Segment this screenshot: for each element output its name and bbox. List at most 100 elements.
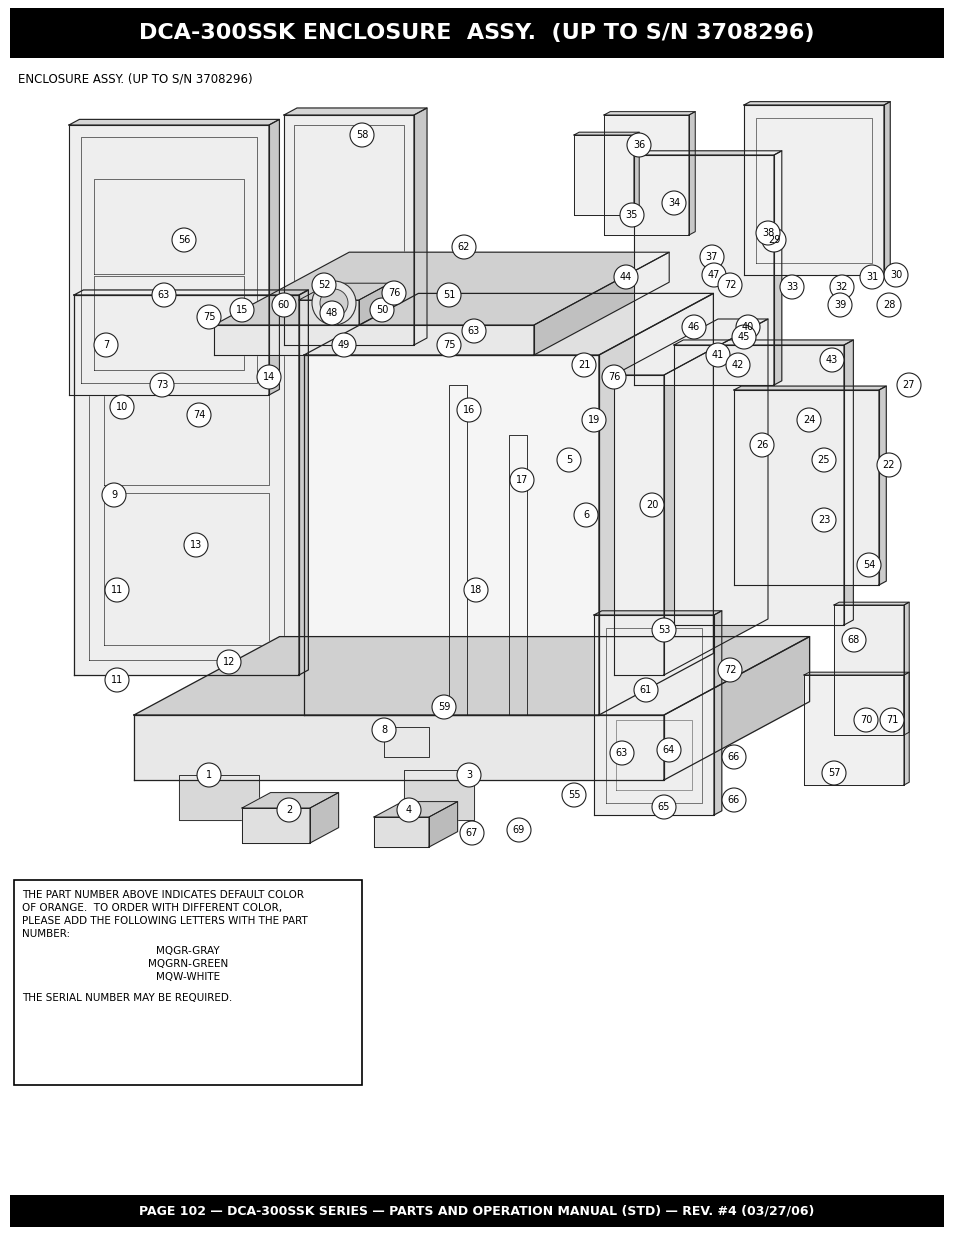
Text: 65: 65 bbox=[658, 802, 670, 811]
Circle shape bbox=[216, 650, 241, 674]
Circle shape bbox=[557, 448, 580, 472]
Bar bbox=[14, 881, 361, 1086]
Circle shape bbox=[761, 228, 785, 252]
Circle shape bbox=[876, 293, 900, 317]
Circle shape bbox=[319, 301, 344, 325]
Text: 47: 47 bbox=[707, 270, 720, 280]
Text: 75: 75 bbox=[203, 312, 215, 322]
Circle shape bbox=[456, 398, 480, 422]
Polygon shape bbox=[903, 672, 908, 785]
Polygon shape bbox=[614, 375, 663, 676]
Polygon shape bbox=[903, 603, 908, 735]
Circle shape bbox=[436, 283, 460, 308]
Circle shape bbox=[609, 741, 634, 764]
Text: 59: 59 bbox=[437, 701, 450, 713]
Circle shape bbox=[821, 761, 845, 785]
Polygon shape bbox=[803, 676, 903, 785]
Circle shape bbox=[626, 133, 650, 157]
Text: 31: 31 bbox=[865, 272, 877, 282]
Text: 61: 61 bbox=[639, 685, 652, 695]
Text: THE SERIAL NUMBER MAY BE REQUIRED.: THE SERIAL NUMBER MAY BE REQUIRED. bbox=[22, 993, 232, 1003]
Polygon shape bbox=[614, 319, 767, 375]
Circle shape bbox=[230, 298, 253, 322]
Text: THE PART NUMBER ABOVE INDICATES DEFAULT COLOR: THE PART NUMBER ABOVE INDICATES DEFAULT … bbox=[22, 890, 304, 900]
Text: 63: 63 bbox=[616, 748, 627, 758]
Circle shape bbox=[461, 319, 485, 343]
Circle shape bbox=[796, 408, 821, 432]
Circle shape bbox=[701, 263, 725, 287]
Text: 34: 34 bbox=[667, 198, 679, 207]
Polygon shape bbox=[534, 252, 668, 354]
Circle shape bbox=[432, 695, 456, 719]
Circle shape bbox=[459, 821, 483, 845]
Polygon shape bbox=[298, 300, 358, 325]
Polygon shape bbox=[598, 294, 713, 715]
Polygon shape bbox=[213, 325, 534, 354]
Text: 15: 15 bbox=[235, 305, 248, 315]
Polygon shape bbox=[304, 354, 598, 715]
Text: 58: 58 bbox=[355, 130, 368, 140]
Circle shape bbox=[896, 373, 920, 396]
Text: 72: 72 bbox=[723, 280, 736, 290]
Polygon shape bbox=[673, 345, 843, 625]
Text: 76: 76 bbox=[607, 372, 619, 382]
Circle shape bbox=[463, 578, 488, 601]
Polygon shape bbox=[594, 615, 713, 815]
Text: 64: 64 bbox=[662, 745, 675, 755]
Polygon shape bbox=[298, 290, 308, 676]
Polygon shape bbox=[605, 629, 701, 803]
Text: 56: 56 bbox=[177, 235, 190, 245]
Text: 74: 74 bbox=[193, 410, 205, 420]
Circle shape bbox=[436, 333, 460, 357]
Text: 67: 67 bbox=[465, 827, 477, 839]
Circle shape bbox=[370, 298, 394, 322]
Polygon shape bbox=[634, 132, 639, 215]
Circle shape bbox=[721, 788, 745, 811]
Text: 37: 37 bbox=[705, 252, 718, 262]
Polygon shape bbox=[133, 715, 663, 781]
Text: 11: 11 bbox=[111, 676, 123, 685]
Text: 9: 9 bbox=[111, 490, 117, 500]
Text: 63: 63 bbox=[157, 290, 170, 300]
Text: 41: 41 bbox=[711, 350, 723, 359]
Circle shape bbox=[735, 315, 760, 338]
Polygon shape bbox=[74, 290, 308, 295]
Text: 25: 25 bbox=[817, 454, 829, 466]
Text: 16: 16 bbox=[462, 405, 475, 415]
Polygon shape bbox=[883, 101, 889, 275]
Polygon shape bbox=[713, 611, 721, 815]
Text: 40: 40 bbox=[741, 322, 753, 332]
Text: 66: 66 bbox=[727, 795, 740, 805]
Polygon shape bbox=[833, 605, 903, 735]
Polygon shape bbox=[634, 151, 781, 156]
Circle shape bbox=[700, 245, 723, 269]
Polygon shape bbox=[284, 107, 427, 115]
Circle shape bbox=[572, 353, 596, 377]
Circle shape bbox=[276, 798, 301, 823]
Text: 26: 26 bbox=[755, 440, 767, 450]
Text: 54: 54 bbox=[862, 559, 874, 571]
Text: 60: 60 bbox=[277, 300, 290, 310]
Polygon shape bbox=[594, 611, 721, 615]
Text: 28: 28 bbox=[882, 300, 894, 310]
Polygon shape bbox=[74, 295, 298, 676]
Text: 48: 48 bbox=[326, 308, 337, 317]
Text: 20: 20 bbox=[645, 500, 658, 510]
Polygon shape bbox=[733, 390, 878, 585]
Text: 69: 69 bbox=[513, 825, 524, 835]
Polygon shape bbox=[104, 493, 269, 645]
Polygon shape bbox=[133, 636, 809, 715]
Text: 7: 7 bbox=[103, 340, 109, 350]
Polygon shape bbox=[403, 769, 474, 820]
Text: 55: 55 bbox=[567, 790, 579, 800]
Text: 5: 5 bbox=[565, 454, 572, 466]
Polygon shape bbox=[743, 101, 889, 105]
Text: 39: 39 bbox=[833, 300, 845, 310]
Circle shape bbox=[780, 275, 803, 299]
Polygon shape bbox=[574, 135, 634, 215]
Circle shape bbox=[94, 333, 118, 357]
Polygon shape bbox=[284, 115, 414, 345]
Text: 44: 44 bbox=[619, 272, 632, 282]
Polygon shape bbox=[773, 151, 781, 385]
Text: 57: 57 bbox=[827, 768, 840, 778]
